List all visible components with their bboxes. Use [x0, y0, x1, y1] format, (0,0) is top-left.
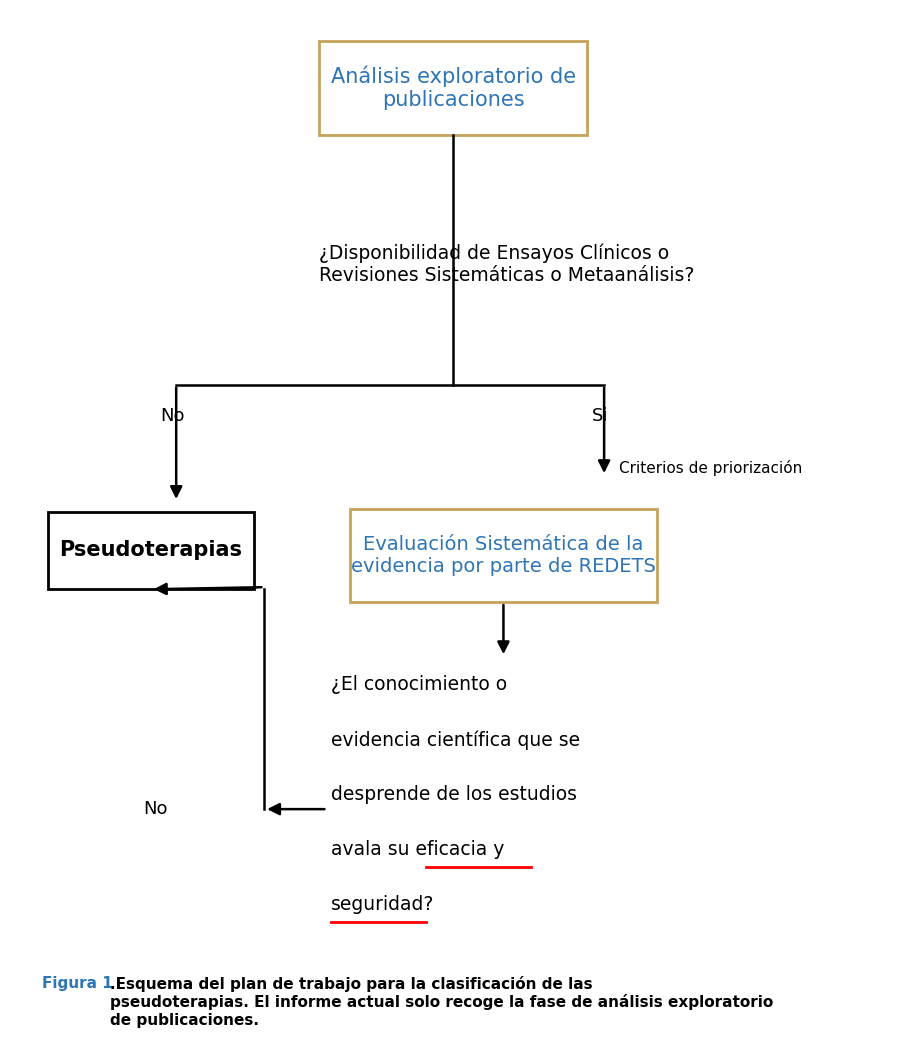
Text: No: No	[160, 407, 184, 425]
Text: Criterios de priorización: Criterios de priorización	[620, 460, 803, 476]
Text: Figura 1: Figura 1	[42, 975, 113, 991]
Text: Evaluación Sistemática de la
evidencia por parte de REDETS: Evaluación Sistemática de la evidencia p…	[351, 535, 656, 576]
Text: seguridad?: seguridad?	[331, 895, 435, 914]
FancyBboxPatch shape	[350, 509, 656, 602]
Text: avala su eficacia y: avala su eficacia y	[331, 840, 505, 859]
Text: No: No	[143, 801, 168, 818]
Text: desprende de los estudios: desprende de los estudios	[331, 785, 577, 804]
Text: ¿Disponibilidad de Ensayos Clínicos o
Revisiones Sistemáticas o Metaanálisis?: ¿Disponibilidad de Ensayos Clínicos o Re…	[319, 244, 694, 284]
Text: ¿El conocimiento o: ¿El conocimiento o	[331, 676, 507, 694]
FancyBboxPatch shape	[48, 512, 254, 589]
Text: .Esquema del plan de trabajo para la clasificación de las
pseudoterapias. El inf: .Esquema del plan de trabajo para la cla…	[110, 975, 774, 1027]
Text: Análisis exploratorio de
publicaciones: Análisis exploratorio de publicaciones	[330, 66, 576, 110]
Text: Si: Si	[592, 407, 608, 425]
Text: evidencia científica que se: evidencia científica que se	[331, 730, 581, 750]
FancyBboxPatch shape	[319, 42, 587, 134]
Text: Pseudoterapias: Pseudoterapias	[59, 540, 242, 560]
